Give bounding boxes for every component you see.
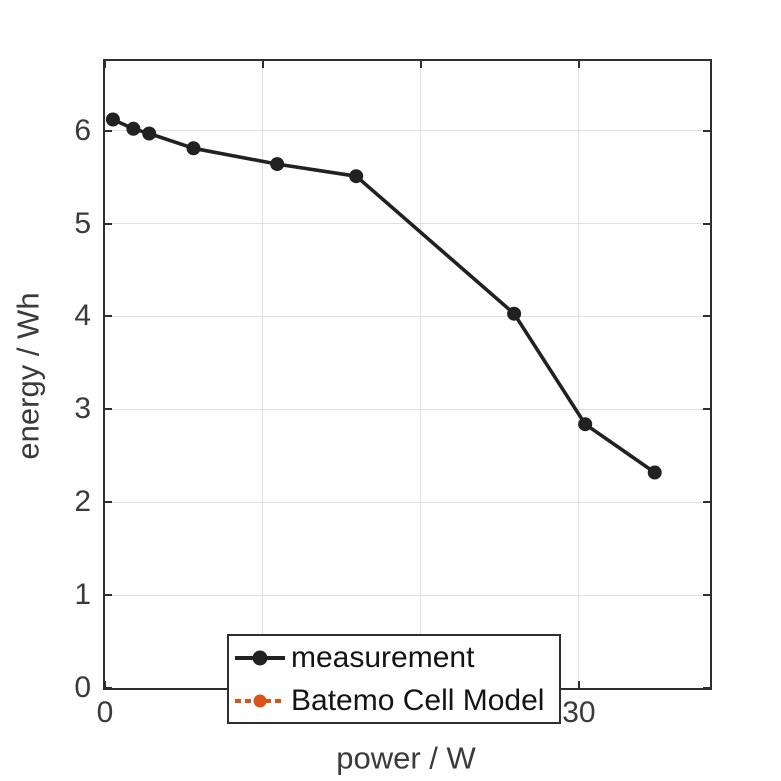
gridline-y-4: [105, 315, 710, 317]
gridline-y-1: [105, 594, 710, 596]
y-tick-label: 6: [74, 113, 91, 147]
y-tick-label: 3: [74, 392, 91, 426]
y-tick-mark-right: [703, 315, 710, 318]
legend-label-measurement: measurement: [291, 640, 475, 674]
legend-entry-batemo-cell-model: Batemo Cell Model: [229, 679, 559, 722]
x-tick-mark-top: [419, 61, 422, 68]
gridline-x-10: [262, 61, 264, 688]
data-point-marker: [142, 126, 157, 141]
gridline-x-20: [420, 61, 422, 688]
legend-entry-measurement: measurement: [229, 636, 559, 679]
data-point-marker: [186, 141, 201, 156]
plot-area: measurement Batemo Cell Model: [103, 59, 712, 724]
legend-sample-batemo: [235, 693, 285, 709]
legend-sample-measurement: [235, 650, 285, 666]
y-tick-mark-right: [703, 408, 710, 411]
y-tick-mark: [105, 501, 112, 504]
y-tick-label: 5: [74, 206, 91, 240]
x-tick-mark-top: [104, 61, 106, 68]
x-tick-mark-top: [261, 61, 264, 68]
data-point-marker: [578, 417, 593, 432]
circle-marker-icon: [253, 694, 267, 707]
gridline-y-3: [105, 408, 710, 410]
y-tick-label: 0: [74, 671, 91, 704]
gridline-y-6: [105, 130, 710, 132]
y-tick-mark-right: [703, 501, 710, 504]
circle-marker-icon: [252, 650, 268, 665]
legend-box: measurement Batemo Cell Model: [227, 634, 561, 724]
y-tick-mark: [105, 315, 112, 318]
gridline-y-2: [105, 501, 710, 503]
x-tick-label: 0: [96, 696, 114, 729]
y-tick-label: 4: [74, 299, 91, 333]
y-tick-mark: [105, 408, 112, 411]
measurement-line: [112, 117, 656, 474]
data-point-marker: [105, 112, 120, 127]
y-tick-mark-right: [703, 687, 710, 689]
x-tick-mark-top: [577, 61, 580, 68]
measurement-series-plot: [105, 112, 662, 480]
x-axis-label: power / W: [336, 740, 476, 776]
y-tick-mark-right: [703, 222, 710, 225]
gridline-x-30: [578, 61, 580, 688]
data-point-marker: [349, 169, 364, 184]
x-tick-mark: [104, 681, 106, 688]
x-tick-mark: [577, 681, 580, 688]
y-tick-mark: [105, 129, 112, 132]
y-tick-label: 1: [74, 578, 91, 612]
data-point-marker: [126, 121, 141, 136]
y-tick-mark-right: [703, 594, 710, 597]
data-point-marker: [647, 465, 662, 480]
x-tick-label: 30: [562, 696, 596, 729]
y-tick-mark: [105, 687, 112, 689]
data-point-marker: [507, 306, 522, 321]
y-tick-label: 2: [74, 485, 91, 519]
y-tick-mark: [105, 594, 112, 597]
y-tick-mark: [105, 222, 112, 225]
data-point-marker: [270, 157, 285, 172]
gridline-y-5: [105, 223, 710, 225]
legend-label-batemo-cell-model: Batemo Cell Model: [291, 683, 545, 717]
y-tick-mark-right: [703, 129, 710, 132]
